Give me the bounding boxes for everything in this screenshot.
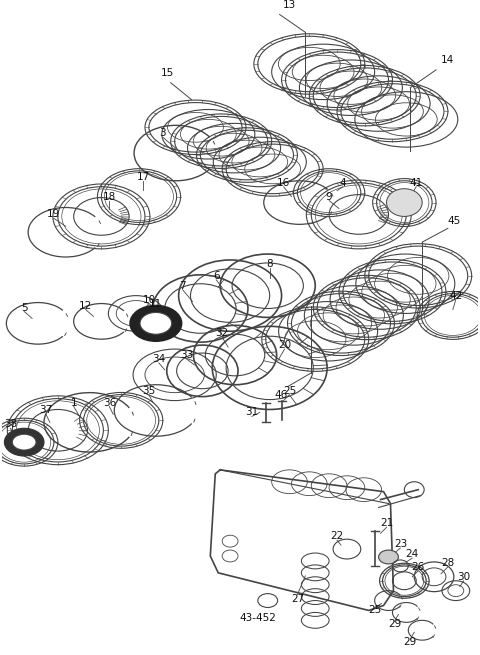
- Text: 8: 8: [266, 259, 273, 269]
- Ellipse shape: [379, 550, 398, 564]
- Text: 21: 21: [380, 518, 393, 529]
- Text: 28: 28: [441, 558, 455, 568]
- Text: 20: 20: [278, 340, 291, 350]
- Text: 7: 7: [179, 281, 186, 291]
- Text: 31: 31: [245, 407, 259, 417]
- Ellipse shape: [4, 428, 44, 456]
- Text: 5: 5: [21, 303, 27, 312]
- Text: 35: 35: [142, 386, 156, 396]
- Text: 42: 42: [449, 291, 462, 301]
- Text: 9: 9: [326, 192, 333, 202]
- Text: 45: 45: [447, 216, 460, 227]
- Text: 33: 33: [180, 350, 193, 360]
- Text: 46: 46: [274, 390, 287, 400]
- Text: 24: 24: [406, 549, 419, 559]
- Text: 25: 25: [368, 605, 381, 616]
- Text: 10: 10: [143, 295, 156, 305]
- Text: 34: 34: [152, 354, 166, 364]
- Text: 22: 22: [330, 531, 344, 541]
- Ellipse shape: [140, 312, 172, 334]
- Text: 4: 4: [340, 178, 346, 188]
- Text: 13: 13: [283, 0, 296, 10]
- Text: 11: 11: [149, 299, 162, 309]
- Text: 14: 14: [441, 55, 455, 65]
- Text: 26: 26: [411, 562, 425, 572]
- Text: 12: 12: [79, 301, 92, 310]
- Text: 6: 6: [213, 271, 219, 281]
- Text: 27: 27: [291, 593, 304, 603]
- Text: 17: 17: [136, 172, 150, 182]
- Text: 38: 38: [4, 419, 17, 429]
- Text: 29: 29: [404, 637, 417, 647]
- Text: 18: 18: [103, 192, 116, 202]
- Text: 23: 23: [394, 539, 407, 549]
- Text: 32: 32: [216, 328, 229, 338]
- Text: 43-452: 43-452: [240, 613, 276, 624]
- Text: 37: 37: [39, 405, 53, 415]
- Text: 30: 30: [457, 572, 470, 582]
- Text: 29: 29: [388, 620, 401, 629]
- Text: 1: 1: [71, 398, 77, 407]
- Text: 41: 41: [409, 178, 423, 188]
- Text: 3: 3: [159, 128, 166, 138]
- Text: 16: 16: [277, 178, 290, 188]
- Ellipse shape: [130, 305, 181, 341]
- Ellipse shape: [386, 189, 422, 216]
- Text: 19: 19: [47, 210, 60, 219]
- Text: 25: 25: [283, 386, 296, 396]
- Text: 15: 15: [161, 68, 174, 78]
- Ellipse shape: [12, 434, 36, 450]
- Text: 36: 36: [103, 398, 116, 407]
